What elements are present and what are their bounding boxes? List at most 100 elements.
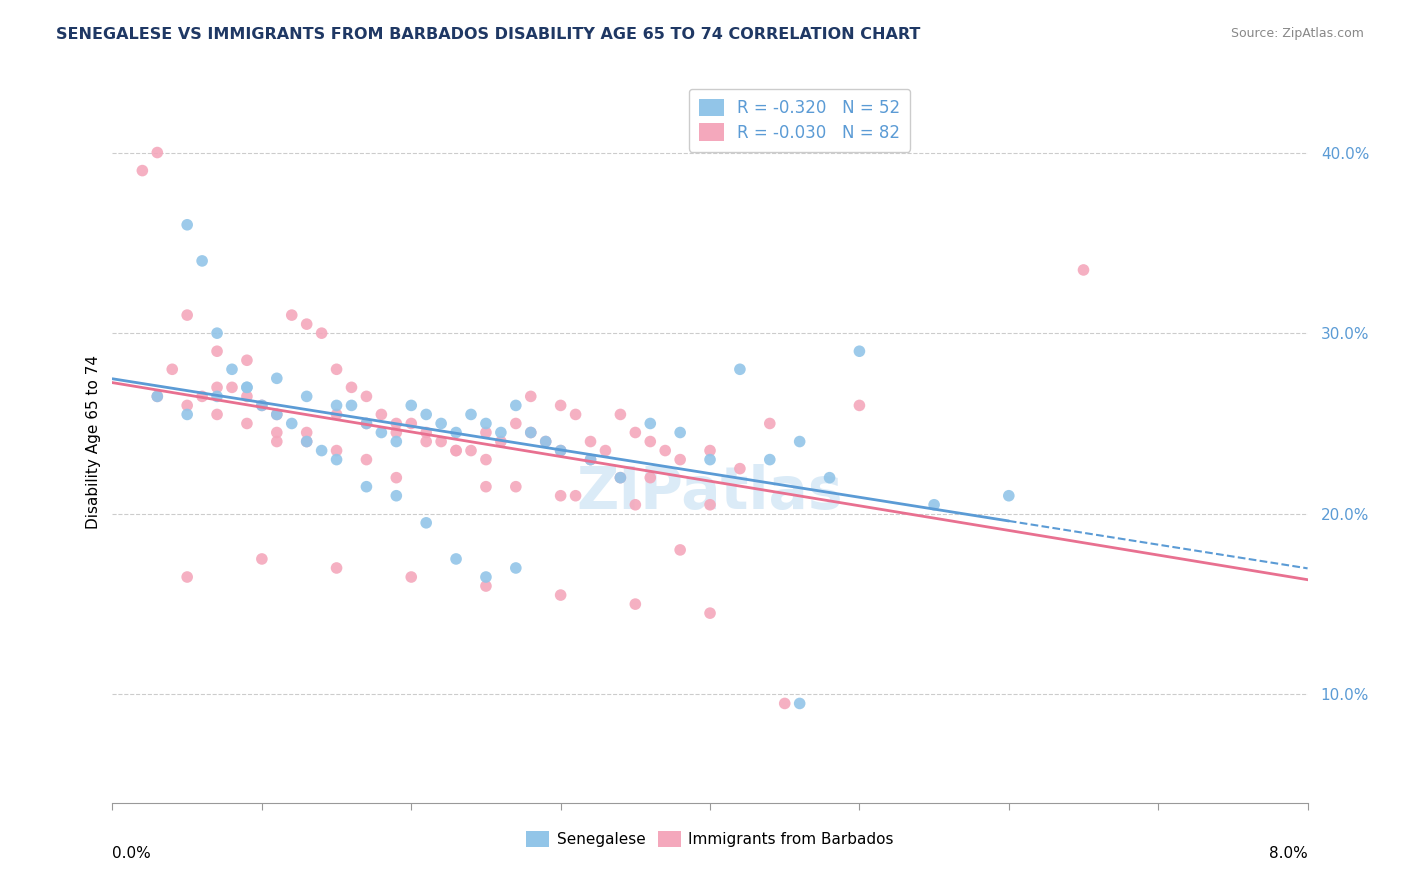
Point (415, 516, 437, 530)
Point (489, 425, 512, 440)
Point (176, 398, 198, 412)
Point (699, 606, 721, 620)
Point (191, 389, 214, 403)
Point (325, 452, 347, 467)
Point (534, 434, 557, 449)
Point (146, 389, 169, 403)
Point (475, 425, 498, 440)
Point (475, 570, 498, 584)
Point (475, 417, 498, 431)
Point (356, 417, 378, 431)
Point (430, 434, 453, 449)
Point (669, 425, 692, 440)
Point (146, 389, 169, 403)
Point (266, 408, 288, 422)
Point (266, 425, 288, 440)
Point (728, 362, 751, 376)
Point (176, 308, 198, 322)
Point (340, 380, 363, 394)
Point (640, 434, 662, 449)
Point (922, 498, 945, 512)
Point (131, 163, 153, 178)
Point (789, 434, 811, 449)
Point (430, 417, 453, 431)
Text: Source: ZipAtlas.com: Source: ZipAtlas.com (1230, 27, 1364, 40)
Point (998, 489, 1021, 503)
Point (475, 452, 498, 467)
Point (534, 434, 557, 449)
Point (205, 344, 228, 359)
Point (370, 425, 392, 440)
Point (699, 498, 721, 512)
Point (550, 443, 572, 458)
Point (789, 697, 811, 711)
Point (654, 443, 676, 458)
Point (505, 398, 527, 412)
Point (624, 597, 647, 611)
Point (325, 398, 347, 412)
Point (385, 471, 408, 485)
Point (520, 389, 543, 403)
Point (205, 389, 228, 403)
Point (415, 408, 437, 422)
Legend: Senegalese, Immigrants from Barbados: Senegalese, Immigrants from Barbados (520, 825, 900, 853)
Point (221, 362, 243, 376)
Point (191, 253, 214, 268)
Point (236, 389, 259, 403)
Point (640, 417, 662, 431)
Point (385, 425, 408, 440)
Point (505, 480, 527, 494)
Point (759, 452, 782, 467)
Point (564, 489, 586, 503)
Point (579, 452, 602, 467)
Point (162, 362, 183, 376)
Point (205, 326, 228, 341)
Point (609, 471, 631, 485)
Point (609, 471, 631, 485)
Point (356, 452, 378, 467)
Point (295, 317, 318, 331)
Point (505, 561, 527, 575)
Point (370, 408, 392, 422)
Point (624, 498, 647, 512)
Point (325, 561, 347, 575)
Point (356, 389, 378, 403)
Point (356, 417, 378, 431)
Point (564, 408, 586, 422)
Point (728, 461, 751, 475)
Point (385, 417, 408, 431)
Point (401, 398, 423, 412)
Point (385, 489, 408, 503)
Y-axis label: Disability Age 65 to 74: Disability Age 65 to 74 (86, 354, 101, 529)
Point (669, 452, 692, 467)
Point (460, 443, 482, 458)
Point (176, 408, 198, 422)
Point (624, 425, 647, 440)
Point (176, 218, 198, 232)
Point (325, 362, 347, 376)
Point (520, 425, 543, 440)
Point (401, 570, 423, 584)
Point (579, 452, 602, 467)
Point (669, 542, 692, 557)
Point (266, 434, 288, 449)
Point (773, 697, 796, 711)
Point (460, 408, 482, 422)
Point (356, 480, 378, 494)
Text: ZIPatlas: ZIPatlas (576, 464, 844, 521)
Point (176, 570, 198, 584)
Point (250, 398, 273, 412)
Point (550, 443, 572, 458)
Text: SENEGALESE VS IMMIGRANTS FROM BARBADOS DISABILITY AGE 65 TO 74 CORRELATION CHART: SENEGALESE VS IMMIGRANTS FROM BARBADOS D… (56, 27, 921, 42)
Point (415, 425, 437, 440)
Point (475, 480, 498, 494)
Point (444, 552, 467, 566)
Point (340, 398, 363, 412)
Point (325, 408, 347, 422)
Point (444, 425, 467, 440)
Point (311, 443, 333, 458)
Point (699, 443, 721, 458)
Point (640, 471, 662, 485)
Point (759, 417, 782, 431)
Point (1073, 263, 1095, 277)
